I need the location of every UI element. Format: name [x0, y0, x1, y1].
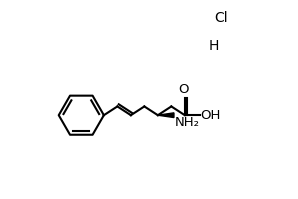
Text: NH₂: NH₂: [175, 116, 200, 129]
Text: OH: OH: [201, 109, 221, 122]
Text: Cl: Cl: [214, 11, 227, 25]
Text: H: H: [209, 39, 219, 53]
Text: O: O: [179, 83, 189, 96]
Polygon shape: [158, 113, 174, 118]
